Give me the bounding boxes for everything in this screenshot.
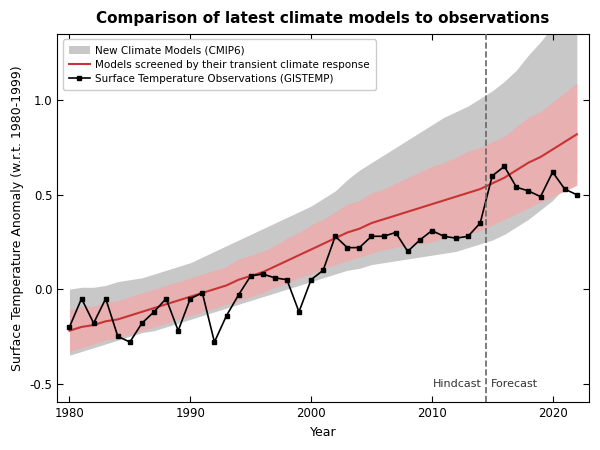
Title: Comparison of latest climate models to observations: Comparison of latest climate models to o… [97, 11, 550, 26]
Y-axis label: Surface Temperature Anomaly (w.r.t. 1980-1999): Surface Temperature Anomaly (w.r.t. 1980… [11, 66, 24, 371]
Text: Hindcast: Hindcast [433, 379, 481, 389]
X-axis label: Year: Year [310, 426, 337, 439]
Text: Forecast: Forecast [491, 379, 538, 389]
Legend: New Climate Models (CMIP6), Models screened by their transient climate response,: New Climate Models (CMIP6), Models scree… [62, 40, 376, 90]
